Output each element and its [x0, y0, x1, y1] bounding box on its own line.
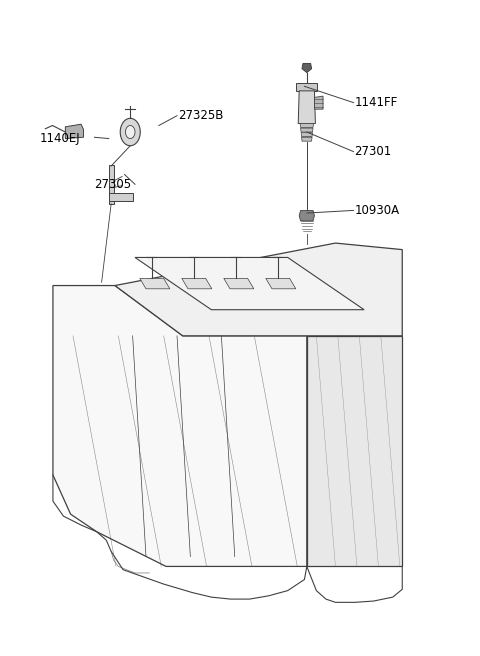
Ellipse shape [223, 394, 248, 417]
Ellipse shape [245, 495, 270, 516]
Ellipse shape [191, 441, 217, 466]
Bar [199, 331, 205, 339]
Ellipse shape [180, 392, 204, 415]
Ellipse shape [250, 351, 273, 371]
Ellipse shape [169, 351, 192, 371]
Ellipse shape [326, 374, 355, 413]
Ellipse shape [326, 445, 355, 485]
Polygon shape [299, 211, 314, 221]
Ellipse shape [137, 391, 162, 414]
Text: 27305: 27305 [95, 178, 132, 191]
Ellipse shape [105, 436, 132, 461]
Ellipse shape [234, 443, 260, 468]
Bar [115, 330, 121, 339]
Polygon shape [115, 243, 402, 336]
Polygon shape [53, 285, 307, 566]
Polygon shape [300, 123, 313, 127]
Ellipse shape [360, 452, 388, 491]
Text: 1141FF: 1141FF [355, 96, 398, 109]
Polygon shape [109, 194, 132, 201]
Polygon shape [182, 278, 212, 289]
Polygon shape [266, 278, 296, 289]
Ellipse shape [148, 440, 174, 464]
Polygon shape [135, 257, 364, 310]
Ellipse shape [125, 125, 135, 138]
Polygon shape [298, 91, 315, 123]
Ellipse shape [120, 118, 140, 146]
Polygon shape [307, 336, 402, 566]
Ellipse shape [360, 380, 388, 419]
Bar [282, 331, 288, 340]
Polygon shape [224, 278, 254, 289]
Ellipse shape [264, 395, 288, 418]
Ellipse shape [209, 351, 232, 371]
Ellipse shape [203, 492, 228, 514]
Polygon shape [301, 137, 312, 141]
Ellipse shape [118, 487, 143, 508]
Ellipse shape [126, 350, 149, 369]
Text: 27325B: 27325B [178, 109, 223, 122]
Polygon shape [301, 133, 312, 136]
Bar [69, 330, 75, 339]
Bar [156, 330, 162, 339]
Polygon shape [302, 64, 312, 73]
Text: 27301: 27301 [355, 145, 392, 158]
Ellipse shape [83, 348, 106, 367]
Polygon shape [65, 124, 84, 138]
Polygon shape [140, 278, 170, 289]
Ellipse shape [94, 388, 119, 411]
Polygon shape [296, 83, 317, 91]
Ellipse shape [275, 445, 301, 470]
Text: 1140EJ: 1140EJ [39, 132, 80, 145]
Ellipse shape [161, 489, 186, 511]
Polygon shape [314, 96, 323, 109]
Text: 10930A: 10930A [355, 204, 400, 217]
Polygon shape [300, 128, 313, 132]
Bar [241, 331, 248, 340]
Polygon shape [109, 165, 114, 204]
